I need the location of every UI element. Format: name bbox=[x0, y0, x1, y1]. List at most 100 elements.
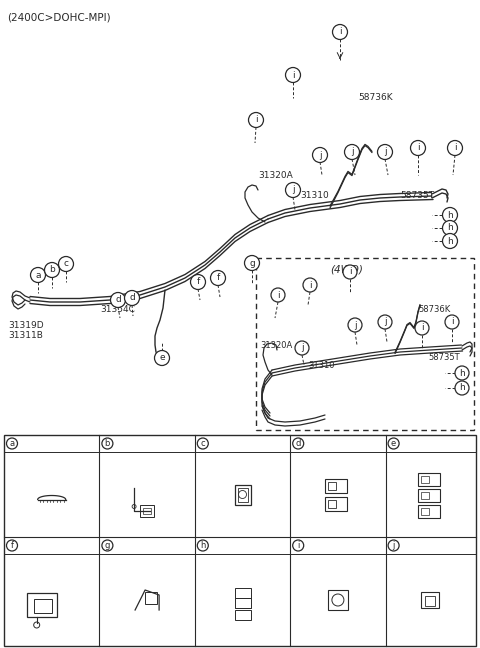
Text: 31351H: 31351H bbox=[9, 559, 42, 568]
Circle shape bbox=[295, 341, 309, 355]
Text: 31355F: 31355F bbox=[298, 460, 330, 469]
Text: 58736K: 58736K bbox=[358, 93, 393, 102]
Text: (2400C>DOHC-MPI): (2400C>DOHC-MPI) bbox=[7, 13, 110, 23]
Text: e: e bbox=[159, 354, 165, 362]
Bar bbox=[235, 588, 251, 598]
Bar bbox=[425, 596, 435, 606]
Circle shape bbox=[293, 540, 304, 551]
Text: 58735T: 58735T bbox=[428, 354, 460, 362]
Bar bbox=[4, 435, 476, 646]
Text: i: i bbox=[348, 268, 351, 277]
Text: d: d bbox=[296, 439, 301, 448]
Text: f: f bbox=[216, 273, 220, 283]
Bar bbox=[140, 505, 154, 516]
Text: i: i bbox=[276, 290, 279, 299]
Text: a: a bbox=[10, 439, 14, 448]
Circle shape bbox=[388, 540, 399, 551]
Text: a: a bbox=[35, 270, 41, 279]
Circle shape bbox=[7, 438, 17, 449]
Circle shape bbox=[455, 381, 469, 395]
Text: d: d bbox=[129, 294, 135, 303]
Circle shape bbox=[312, 148, 327, 163]
Text: 31354B: 31354B bbox=[132, 471, 165, 480]
Bar bbox=[34, 599, 52, 613]
Text: 31320A: 31320A bbox=[258, 170, 293, 179]
Text: i: i bbox=[417, 143, 420, 152]
Text: b: b bbox=[105, 439, 110, 448]
Text: 58735T: 58735T bbox=[400, 191, 434, 200]
Bar bbox=[238, 487, 248, 502]
Bar bbox=[328, 500, 336, 507]
Text: 31355A: 31355A bbox=[403, 439, 437, 448]
Circle shape bbox=[410, 141, 425, 156]
Circle shape bbox=[447, 141, 463, 156]
Text: 31324G: 31324G bbox=[132, 460, 166, 469]
Text: j: j bbox=[384, 148, 386, 157]
Text: j: j bbox=[354, 321, 356, 329]
Text: h: h bbox=[459, 384, 465, 393]
Text: j: j bbox=[393, 541, 395, 550]
Circle shape bbox=[377, 145, 393, 159]
Text: j: j bbox=[292, 185, 294, 194]
Circle shape bbox=[59, 257, 73, 272]
Bar bbox=[235, 485, 251, 505]
Text: 1327AC: 1327AC bbox=[9, 602, 42, 611]
Circle shape bbox=[348, 318, 362, 332]
Text: 31310: 31310 bbox=[300, 191, 329, 200]
Circle shape bbox=[345, 145, 360, 159]
Text: 31320A: 31320A bbox=[260, 340, 292, 349]
Circle shape bbox=[443, 207, 457, 222]
Text: j: j bbox=[300, 343, 303, 353]
Circle shape bbox=[286, 67, 300, 82]
Circle shape bbox=[388, 438, 399, 449]
Text: i: i bbox=[454, 143, 456, 152]
Text: j: j bbox=[384, 318, 386, 327]
Bar bbox=[145, 592, 157, 604]
Circle shape bbox=[445, 315, 459, 329]
Text: 31325G: 31325G bbox=[212, 439, 247, 448]
Text: 31326: 31326 bbox=[298, 477, 325, 486]
Bar bbox=[421, 491, 429, 498]
Circle shape bbox=[415, 321, 429, 335]
Circle shape bbox=[293, 438, 304, 449]
Text: 1799JC: 1799JC bbox=[21, 439, 53, 448]
Text: i: i bbox=[309, 281, 312, 290]
Text: 31310: 31310 bbox=[308, 360, 335, 369]
Bar bbox=[325, 478, 347, 492]
Circle shape bbox=[343, 265, 357, 279]
Text: h: h bbox=[447, 237, 453, 246]
Text: f: f bbox=[196, 277, 200, 286]
Circle shape bbox=[45, 262, 60, 277]
Text: h: h bbox=[447, 224, 453, 233]
Circle shape bbox=[271, 288, 285, 302]
Bar bbox=[418, 472, 440, 485]
Bar bbox=[328, 590, 348, 610]
Circle shape bbox=[211, 270, 226, 286]
Circle shape bbox=[191, 275, 205, 290]
Text: 31358P: 31358P bbox=[403, 541, 437, 550]
Bar bbox=[325, 496, 347, 511]
Text: 31311B: 31311B bbox=[8, 332, 43, 340]
Bar bbox=[235, 598, 251, 608]
Text: h: h bbox=[200, 541, 205, 550]
Circle shape bbox=[303, 278, 317, 292]
Text: 31319D: 31319D bbox=[8, 321, 44, 329]
Bar bbox=[143, 507, 151, 513]
Circle shape bbox=[249, 113, 264, 128]
Text: h: h bbox=[447, 211, 453, 220]
Text: i: i bbox=[339, 27, 341, 36]
Circle shape bbox=[124, 290, 140, 305]
Circle shape bbox=[443, 220, 457, 235]
Text: f: f bbox=[11, 541, 13, 550]
Text: j: j bbox=[351, 148, 353, 157]
Bar bbox=[328, 481, 336, 489]
Text: i: i bbox=[451, 318, 453, 327]
Text: c: c bbox=[63, 259, 69, 268]
Circle shape bbox=[7, 540, 17, 551]
Circle shape bbox=[197, 438, 208, 449]
Circle shape bbox=[197, 540, 208, 551]
Circle shape bbox=[455, 366, 469, 380]
Bar bbox=[256, 258, 474, 430]
Text: 31359B: 31359B bbox=[212, 541, 247, 550]
Text: g: g bbox=[105, 541, 110, 550]
